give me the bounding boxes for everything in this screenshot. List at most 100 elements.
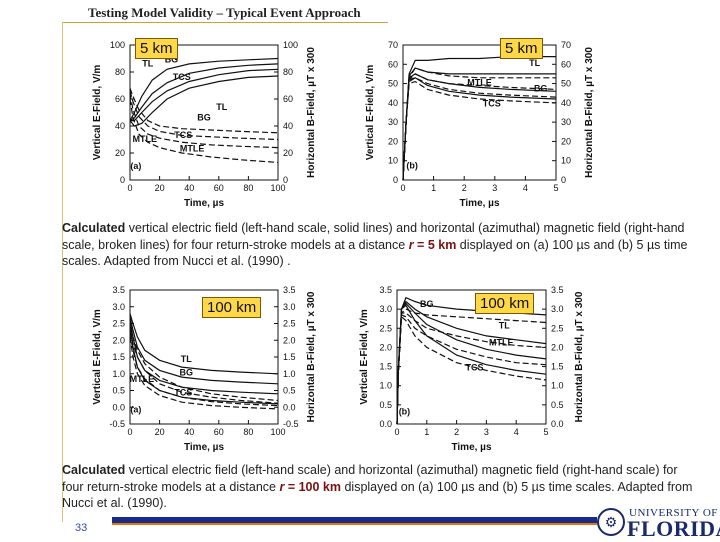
curve-label: (a) bbox=[130, 404, 141, 414]
plot-frame bbox=[402, 44, 557, 181]
y2-tick-label: 60 bbox=[561, 59, 571, 69]
y-tick-label: 70 bbox=[388, 40, 398, 50]
y-tick-label: 3.5 bbox=[379, 285, 392, 295]
y2-tick-label: 20 bbox=[561, 136, 571, 146]
y-tick-label: -0.5 bbox=[109, 419, 125, 429]
series-line-bg-solid bbox=[129, 316, 279, 385]
footer-accent bbox=[112, 523, 597, 525]
y2-tick-label: 50 bbox=[561, 79, 571, 89]
curve-label: TL bbox=[142, 59, 153, 69]
curve-label: TL bbox=[499, 320, 510, 330]
university-seal-icon: ⚙ bbox=[597, 508, 625, 536]
series-line-tcs-dashed bbox=[396, 315, 547, 425]
x-tick-label: 20 bbox=[155, 183, 165, 193]
curve-label: TCS bbox=[483, 99, 501, 109]
curve-label: TCS bbox=[173, 72, 191, 82]
x-tick-label: 60 bbox=[214, 427, 224, 437]
y-tick-label: 20 bbox=[115, 148, 125, 158]
y2-tick-label: 20 bbox=[283, 148, 293, 158]
x-tick-label: 4 bbox=[514, 427, 519, 437]
x-axis-label: Time, µs bbox=[451, 442, 491, 453]
x-tick-label: 5 bbox=[543, 427, 548, 437]
x-tick-label: 0 bbox=[400, 183, 405, 193]
y-tick-label: 0.5 bbox=[112, 386, 125, 396]
y2-tick-label: 0.0 bbox=[283, 402, 296, 412]
series-line-tcs-dashed bbox=[129, 93, 279, 149]
curve-label: MTLE bbox=[180, 144, 205, 154]
y2-tick-label: 60 bbox=[283, 94, 293, 104]
series-line-mtle-dashed bbox=[129, 333, 279, 407]
curve-label: TL bbox=[529, 58, 540, 68]
x-tick-label: 100 bbox=[270, 183, 285, 193]
caption-top-text2: displayed on (a) 100 µs and (b) 5 µs tim… bbox=[62, 237, 688, 269]
x-tick-label: 2 bbox=[454, 427, 459, 437]
y2-tick-label: 2.0 bbox=[283, 335, 296, 345]
x-tick-label: 20 bbox=[155, 427, 165, 437]
curve-label: BG bbox=[534, 83, 548, 93]
y-tick-label: 0.0 bbox=[379, 419, 392, 429]
y2-tick-label: 40 bbox=[561, 98, 571, 108]
x-tick-label: 3 bbox=[492, 183, 497, 193]
y-axis-label: Vertical E-Field, V/m bbox=[92, 309, 103, 405]
y2-axis-label: Horizontal B-Field, µT x 300 bbox=[306, 291, 317, 422]
y2-tick-label: 0.5 bbox=[551, 400, 564, 410]
series-line-tcs-dashed bbox=[402, 80, 557, 181]
y2-tick-label: 1.5 bbox=[551, 362, 564, 372]
curve-label: (a) bbox=[130, 161, 141, 171]
x-tick-label: 60 bbox=[214, 183, 224, 193]
y-axis-label: Vertical E-Field, V/m bbox=[359, 309, 370, 405]
y-tick-label: 20 bbox=[388, 136, 398, 146]
series-line-tcs-solid bbox=[130, 68, 279, 122]
y-tick-label: 1.0 bbox=[112, 369, 125, 379]
x-tick-label: 1 bbox=[431, 183, 436, 193]
y-tick-label: 2.0 bbox=[379, 342, 392, 352]
chart-5km-5us: 0 1 2 3 4 5010203040506070010203040506070Time… bbox=[365, 40, 595, 209]
curve-label: TCS bbox=[465, 362, 483, 372]
caption-top-r: r bbox=[408, 237, 414, 252]
distance-tag-5km-b: 5 km bbox=[500, 38, 543, 59]
y-tick-label: 10 bbox=[388, 156, 398, 166]
curve-label: BG bbox=[420, 299, 434, 309]
series-line-tl-solid bbox=[129, 57, 279, 121]
x-tick-label: 100 bbox=[270, 427, 285, 437]
page-number: 33 bbox=[75, 522, 88, 534]
x-tick-label: 80 bbox=[243, 427, 253, 437]
series-line-tl-solid bbox=[129, 313, 279, 375]
caption-top-text1: vertical electric field (left-hand scale… bbox=[62, 221, 685, 252]
chart-5km-100us: 0 20 40 60 80 100020406080100020406080100Time… bbox=[92, 40, 317, 209]
y-tick-label: 2.5 bbox=[112, 319, 125, 329]
caption-bottom-text2: displayed on (a) 100 µs and (b) 5 µs tim… bbox=[62, 479, 693, 511]
distance-tag-100km-b: 100 km bbox=[475, 293, 535, 314]
x-tick-label: 40 bbox=[184, 427, 194, 437]
x-tick-label: 3 bbox=[484, 427, 489, 437]
y2-tick-label: 80 bbox=[283, 67, 293, 77]
y2-tick-label: 1.0 bbox=[551, 381, 564, 391]
y2-axis-label: Horizontal B-Field, µT x 300 bbox=[574, 291, 585, 422]
plot-frame bbox=[129, 44, 279, 181]
y-tick-label: 2.5 bbox=[379, 323, 392, 333]
y2-tick-label: 70 bbox=[561, 40, 571, 50]
series-line-mtle-solid bbox=[129, 75, 279, 127]
x-axis-label: Time, µs bbox=[184, 442, 224, 453]
y-tick-label: 1.5 bbox=[112, 352, 125, 362]
curve-label: BG bbox=[197, 113, 211, 123]
y2-tick-label: 2.0 bbox=[551, 342, 564, 352]
series-line-bg-dashed bbox=[129, 330, 279, 404]
y-tick-label: 1.5 bbox=[379, 362, 392, 372]
y2-tick-label: 2.5 bbox=[283, 319, 296, 329]
y-tick-label: 60 bbox=[388, 59, 398, 69]
y-tick-label: 3.0 bbox=[379, 304, 392, 314]
caption-top-distance: 5 km bbox=[427, 237, 457, 252]
curve-label: MTLE bbox=[130, 374, 155, 384]
curve-label: BG bbox=[165, 55, 179, 65]
curve-label: TL bbox=[181, 354, 192, 364]
y2-tick-label: 100 bbox=[283, 40, 298, 50]
left-rule bbox=[62, 22, 63, 522]
distance-tag-100km-a: 100 km bbox=[202, 297, 262, 318]
y-tick-label: 2.0 bbox=[112, 335, 125, 345]
caption-top-lead: Calculated bbox=[62, 221, 126, 235]
x-tick-label: 0 bbox=[127, 183, 132, 193]
title-rule bbox=[62, 22, 388, 23]
y2-tick-label: 40 bbox=[283, 121, 293, 131]
y-tick-label: 0.0 bbox=[112, 402, 125, 412]
